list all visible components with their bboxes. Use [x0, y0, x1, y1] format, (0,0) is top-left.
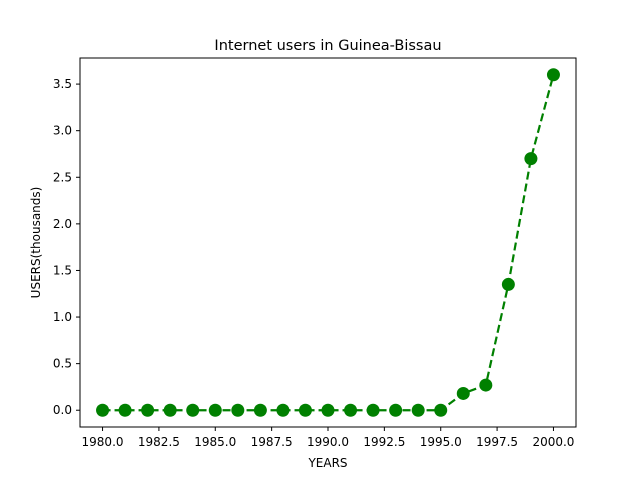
x-axis-ticks: 1980.0 1982.5 1985.0 1987.5 1990.0 1992.5 1995…	[82, 427, 574, 449]
x-tick-label: 1980.0	[82, 435, 124, 449]
x-tick-label: 1997.5	[476, 435, 518, 449]
data-point	[546, 68, 560, 82]
y-tick-label: 0.5	[53, 357, 72, 371]
data-point	[298, 403, 312, 417]
y-tick-label: 1.0	[53, 310, 72, 324]
data-point	[276, 403, 290, 417]
plot-area: 1980.0 1982.5 1985.0 1987.5 1990.0 1992.5 1995…	[53, 57, 577, 449]
y-tick-label: 1.5	[53, 263, 72, 277]
y-axis-ticks: 0.0 0.5 1.0 1.5 2.0 2.5 3.0 3.5	[53, 77, 80, 417]
data-point	[389, 403, 403, 417]
data-point	[524, 152, 538, 166]
axes-frame	[79, 57, 577, 428]
data-point	[321, 403, 335, 417]
x-tick-label: 1985.0	[194, 435, 236, 449]
data-point	[118, 403, 132, 417]
series-points	[96, 68, 560, 417]
y-tick-label: 3.0	[53, 124, 72, 138]
x-tick-label: 1995.0	[420, 435, 462, 449]
series-line	[102, 74, 555, 412]
y-tick-label: 3.5	[53, 77, 72, 91]
y-axis-label: USERS(thousands)	[29, 187, 43, 299]
data-point	[366, 403, 380, 417]
x-tick-label: 1992.5	[363, 435, 405, 449]
chart-title: Internet users in Guinea-Bissau	[214, 38, 441, 54]
data-point	[501, 277, 515, 291]
data-point	[434, 403, 448, 417]
x-tick-label: 1982.5	[138, 435, 180, 449]
data-point	[456, 386, 470, 400]
data-point	[208, 403, 222, 417]
data-point	[344, 403, 358, 417]
data-point	[479, 378, 493, 392]
data-point	[163, 403, 177, 417]
x-tick-label: 1990.0	[307, 435, 349, 449]
data-point	[253, 403, 267, 417]
y-tick-label: 0.0	[53, 403, 72, 417]
data-point	[186, 403, 200, 417]
x-tick-label: 1987.5	[251, 435, 293, 449]
data-point	[96, 403, 110, 417]
data-point	[231, 403, 245, 417]
x-tick-label: 2000.0	[532, 435, 574, 449]
data-point	[411, 403, 425, 417]
data-point	[141, 403, 155, 417]
x-axis-label: YEARS	[307, 456, 347, 470]
y-tick-label: 2.5	[53, 170, 72, 184]
y-tick-label: 2.0	[53, 217, 72, 231]
